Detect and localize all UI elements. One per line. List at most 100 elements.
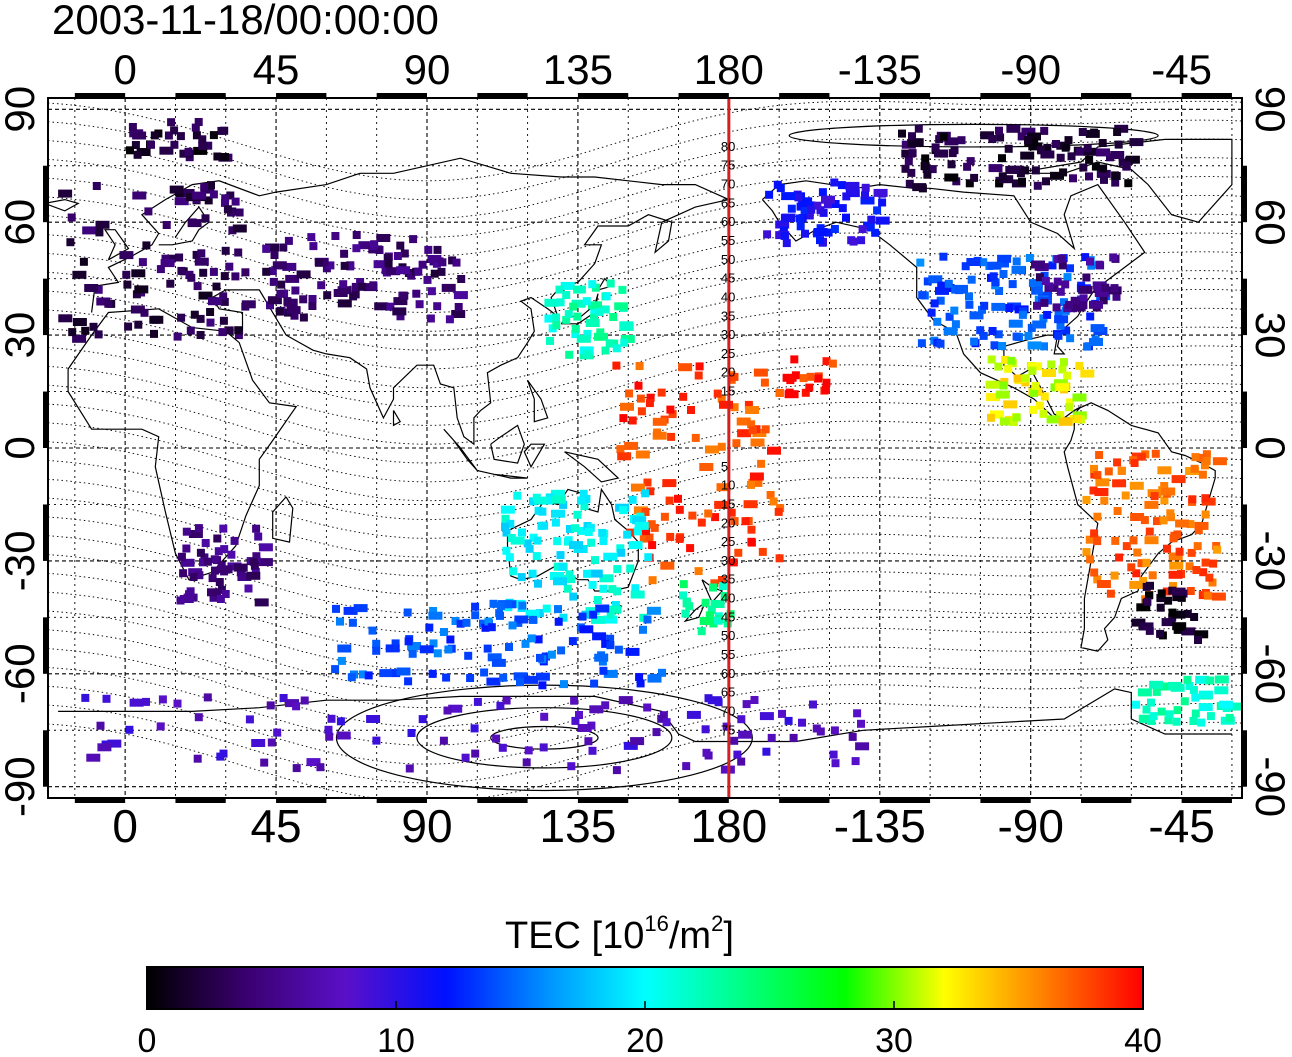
top-lon-label: 0 (113, 46, 136, 93)
tec-cell (1114, 124, 1129, 133)
tec-cell (707, 696, 722, 705)
tec-cell (192, 191, 207, 200)
tec-cell (452, 258, 461, 267)
tec-cell (1198, 470, 1207, 479)
tec-cell (1171, 587, 1186, 596)
tec-cell (438, 258, 447, 267)
tec-cell (556, 298, 565, 307)
tec-cell (407, 729, 416, 737)
magnetic-lat-label: 20 (721, 515, 735, 530)
tec-cell (196, 314, 205, 323)
tec-cell (791, 371, 800, 380)
tec-cell (1175, 623, 1183, 631)
tec-cell (830, 726, 839, 735)
tec-cell (1149, 680, 1164, 689)
tec-cell (588, 580, 597, 589)
tec-cell (809, 700, 817, 709)
tec-cell (213, 534, 222, 543)
tec-cell (443, 706, 452, 715)
tec-cell (652, 728, 661, 737)
tec-cell (858, 225, 867, 234)
tec-cell (613, 587, 622, 596)
tec-cell (347, 673, 356, 682)
tec-cell (244, 584, 253, 593)
tec-cell (553, 537, 562, 546)
tec-cell (1079, 163, 1088, 172)
magnetic-lat-label: 40 (721, 289, 735, 304)
magnetic-contour (48, 326, 1242, 408)
tec-cell (480, 668, 489, 677)
tec-cell (786, 376, 795, 385)
tec-cell (441, 283, 456, 292)
tec-cell (658, 668, 666, 677)
tec-cell (990, 410, 1004, 419)
tec-cell (830, 178, 839, 187)
tec-cell (537, 521, 546, 530)
tec-cell (1104, 467, 1113, 476)
tec-cell (547, 650, 556, 659)
tec-cell (898, 129, 906, 138)
tec-cell (540, 712, 549, 721)
tec-cell (1209, 559, 1218, 568)
tec-cell (1112, 172, 1121, 180)
tec-cell (254, 598, 269, 607)
tec-cell (828, 359, 837, 368)
tec-cell (566, 525, 574, 533)
tec-cell (845, 181, 860, 190)
tec-cell (187, 273, 196, 282)
tec-cell (286, 306, 301, 315)
tec-cell (209, 190, 218, 199)
tec-cell (559, 613, 568, 622)
tec-cell (633, 506, 648, 515)
tec-cell (1113, 458, 1122, 467)
tec-cell (544, 298, 559, 307)
tec-cell (601, 639, 610, 648)
magnetic-lat-label: 10 (721, 478, 735, 493)
tec-cell (1078, 285, 1093, 294)
tec-cell (571, 330, 580, 339)
colorbar-ticks: 0 10 20 30 40 (138, 1001, 1162, 1057)
colorbar-tick-label: 20 (626, 1022, 664, 1057)
tec-cell (528, 569, 537, 578)
tec-cell (636, 394, 645, 403)
tec-cell (562, 291, 571, 299)
tec-cell (200, 553, 209, 562)
tec-cell (180, 189, 195, 197)
tec-cell (396, 266, 411, 275)
tec-cell (502, 546, 511, 555)
top-lon-label: 90 (404, 46, 451, 93)
tec-cell (221, 590, 230, 598)
tec-cell (645, 399, 654, 408)
tec-cell (534, 496, 549, 505)
tec-cell (1004, 144, 1013, 153)
frame-tick-bar (43, 617, 48, 674)
frame-tick-bar (577, 798, 629, 803)
tec-cell (538, 681, 547, 690)
tec-cell (1089, 300, 1103, 309)
tec-cell (285, 274, 300, 283)
tec-cell (214, 547, 223, 556)
tec-cell (448, 704, 463, 713)
tec-cell (209, 131, 218, 140)
coastline (1013, 138, 1233, 223)
tec-cell (501, 514, 510, 523)
magnetic-contour (48, 533, 1242, 615)
tec-cell (1033, 301, 1041, 310)
tec-cell (636, 679, 645, 688)
tec-cell (620, 338, 629, 347)
magnetic-contour (48, 665, 1242, 746)
tec-cell (1005, 304, 1014, 312)
magnetic-contour (48, 119, 1242, 201)
tec-cell (158, 695, 167, 704)
tec-cell (608, 585, 617, 594)
left-latitude-labels: 90 60 30 0 -30 -60 -90 (0, 86, 43, 817)
tec-cell (523, 539, 532, 548)
tec-cell (206, 318, 215, 327)
tec-cell (1096, 148, 1110, 157)
coastline (683, 601, 706, 623)
top-lon-label: 135 (543, 46, 613, 93)
tec-cell (336, 717, 345, 726)
tec-cell (194, 524, 203, 533)
tec-cell (1166, 509, 1175, 518)
tec-cell (309, 242, 318, 251)
